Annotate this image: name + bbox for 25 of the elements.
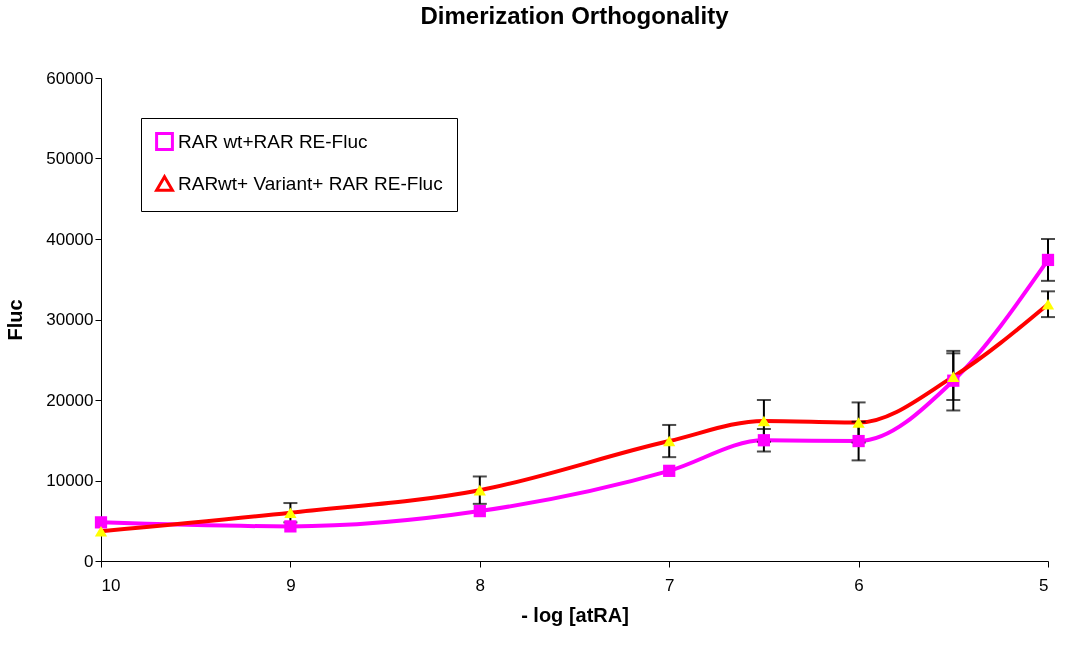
point xyxy=(663,464,676,477)
y-tick-label: 20000 xyxy=(46,390,94,410)
x-tick-label: 10 xyxy=(101,575,121,595)
y-tick-label: 60000 xyxy=(46,68,94,88)
chart-title: Dimerization Orthogonality xyxy=(420,2,730,29)
x-tick-label: 6 xyxy=(854,575,864,595)
y-tick-label: 50000 xyxy=(46,149,94,168)
point xyxy=(284,520,297,533)
x-tick-label: 5 xyxy=(1039,575,1049,595)
point xyxy=(473,504,486,518)
y-tick-label: 30000 xyxy=(46,310,94,329)
y-tick-label: 40000 xyxy=(46,229,94,249)
x-tick-label: 9 xyxy=(286,575,296,595)
x-axis-title: - log [atRA] xyxy=(521,603,629,626)
legend-label: RARwt+ Variant+ RAR RE-Fluc xyxy=(178,172,443,194)
point xyxy=(1041,253,1055,267)
y-axis-title: Fluc xyxy=(4,299,27,341)
x-tick-label: 8 xyxy=(475,575,486,595)
x-tick-label: 7 xyxy=(664,575,675,595)
y-tick-label: 0 xyxy=(84,551,94,571)
legend-label: RAR wt+RAR RE-Fluc xyxy=(178,130,368,152)
point xyxy=(757,434,771,447)
point xyxy=(852,434,865,448)
point xyxy=(94,516,108,529)
y-tick-label: 10000 xyxy=(46,471,94,490)
